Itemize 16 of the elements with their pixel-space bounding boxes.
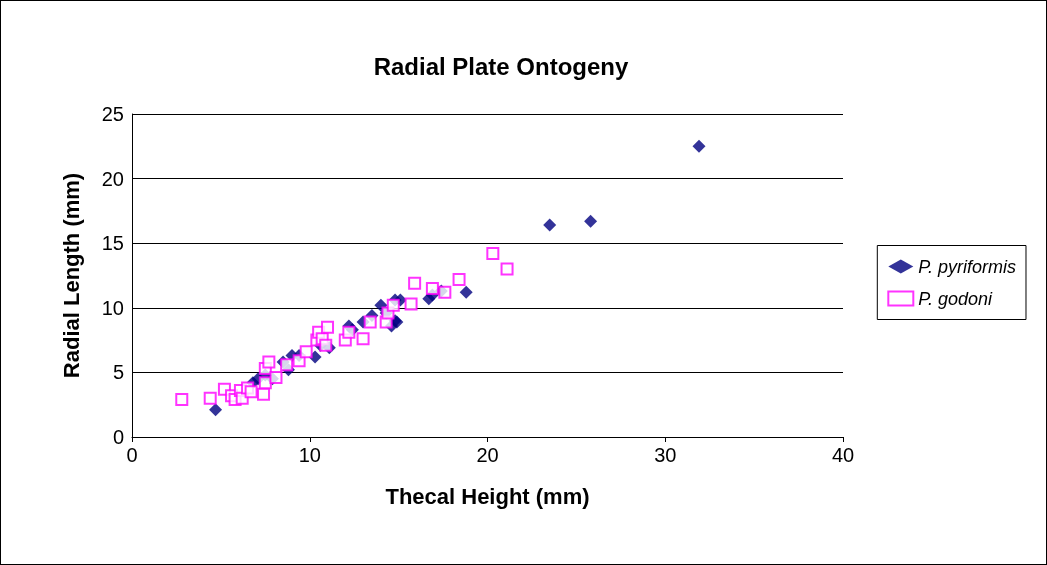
x-tick-label: 20 bbox=[476, 444, 499, 466]
y-tick-label: 15 bbox=[101, 232, 124, 255]
x-tick-label: 10 bbox=[298, 444, 321, 466]
x-tick-label: 30 bbox=[654, 444, 677, 466]
y-axis-title: Radial Length (mm) bbox=[58, 172, 84, 379]
y-tick-label: 5 bbox=[112, 361, 124, 384]
legend-label: P. godoni bbox=[918, 288, 994, 309]
chart-title: Radial Plate Ontogeny bbox=[373, 52, 630, 80]
x-tick-label: 0 bbox=[126, 444, 138, 466]
x-axis-title: Thecal Height (mm) bbox=[385, 483, 590, 509]
y-tick-label: 20 bbox=[101, 167, 124, 190]
legend-label: P. pyriformis bbox=[918, 256, 1017, 277]
y-tick-label: 25 bbox=[101, 103, 124, 125]
y-tick-label: 0 bbox=[112, 426, 124, 448]
x-tick-label: 40 bbox=[831, 444, 855, 466]
y-tick-label: 10 bbox=[101, 296, 124, 319]
